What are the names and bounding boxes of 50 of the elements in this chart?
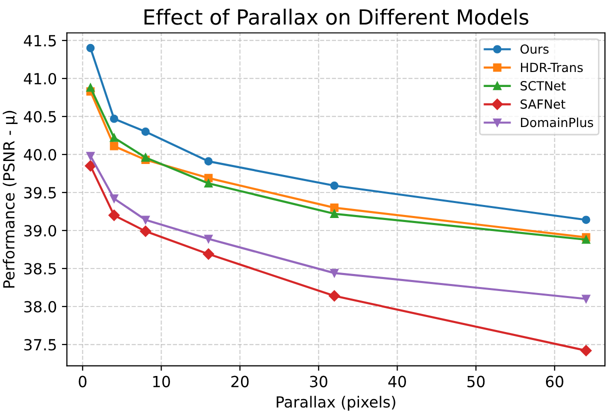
point: [330, 268, 339, 278]
y-tick-label: 38.5: [24, 262, 56, 275]
point: [141, 128, 150, 136]
point: [202, 248, 214, 260]
x-tick-label: 20: [231, 376, 249, 388]
point: [110, 194, 118, 203]
point: [110, 142, 118, 150]
point: [328, 290, 340, 302]
y-tick-label: 40.5: [24, 110, 56, 123]
chart-title: Effect of Parallax on Different Models: [144, 8, 528, 25]
point: [141, 216, 150, 224]
y-tick-label: 37.5: [24, 338, 56, 351]
point: [582, 235, 590, 244]
point: [580, 344, 592, 356]
y-tick-label: 38.0: [24, 300, 56, 313]
point: [582, 294, 590, 304]
x-tick-label: 30: [310, 376, 328, 388]
point: [110, 114, 118, 123]
point: [86, 44, 95, 52]
y-tick-label: 41.0: [24, 72, 56, 85]
point: [330, 210, 339, 218]
y-axis-title: Performance (PSNR - μ): [2, 110, 18, 288]
y-tick-label: 39.0: [24, 224, 56, 237]
point: [110, 134, 118, 142]
legend-label: Ours: [520, 44, 549, 54]
point: [330, 204, 339, 212]
x-tick-label: 40: [388, 376, 406, 388]
point: [84, 160, 96, 172]
point: [86, 152, 95, 160]
legend-label: SCTNet: [520, 81, 566, 90]
y-tick-label: 40.0: [24, 148, 56, 161]
x-tick-label: 50: [467, 376, 485, 388]
x-tick-label: 10: [153, 376, 170, 388]
point: [108, 210, 120, 221]
legend-label: SAFNet: [520, 99, 566, 109]
point: [204, 234, 213, 244]
legend-label: HDR-Trans: [520, 62, 583, 72]
point: [86, 83, 95, 92]
legend-label: DomainPlus: [520, 118, 594, 128]
x-tick-label: 0: [78, 376, 86, 388]
point: [204, 157, 213, 166]
point: [140, 226, 152, 237]
x-axis-title: Parallax (pixels): [276, 396, 396, 411]
point: [141, 153, 150, 162]
point: [582, 216, 590, 224]
y-tick-label: 39.5: [24, 186, 56, 199]
point: [204, 179, 213, 188]
x-tick-label: 60: [546, 376, 564, 388]
y-tick-label: 41.5: [24, 35, 56, 46]
point: [330, 181, 339, 190]
